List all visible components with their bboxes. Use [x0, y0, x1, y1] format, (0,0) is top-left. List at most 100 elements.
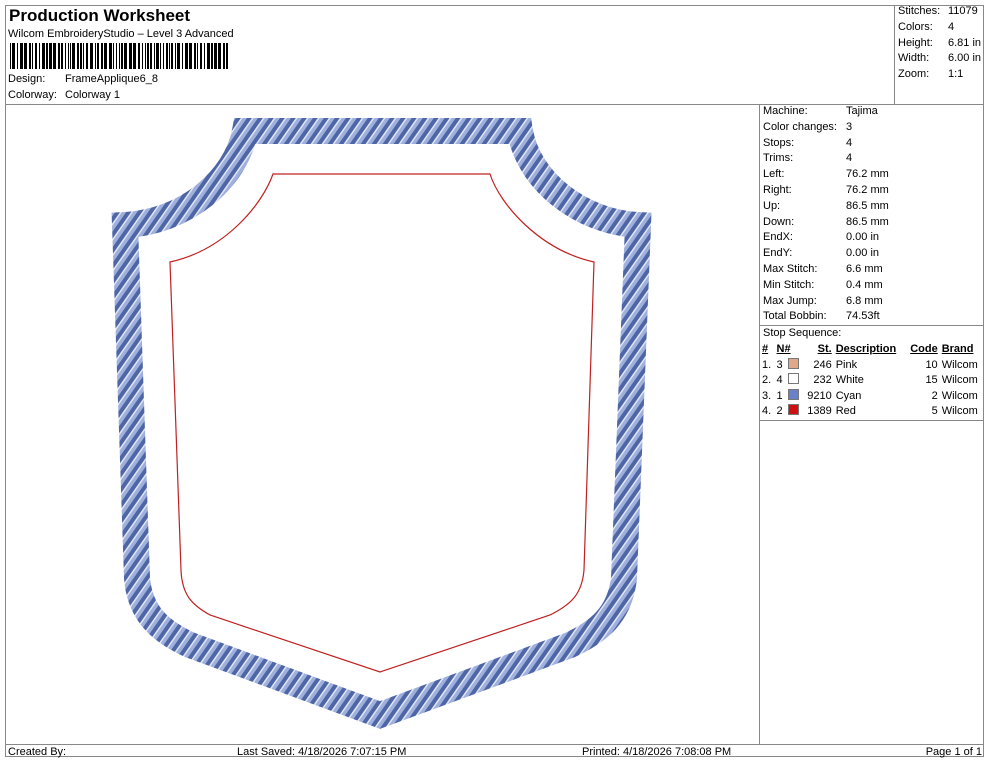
- sequence-number: 2.: [762, 374, 772, 386]
- barcode-bar: [95, 43, 96, 69]
- barcode-bar: [223, 43, 225, 69]
- color-code: 5: [931, 405, 938, 417]
- barcode-bar: [138, 43, 140, 69]
- info-value: 6.00 in: [948, 52, 982, 65]
- info-label: Up:: [763, 199, 781, 212]
- brand: Wilcom: [941, 358, 978, 371]
- divider: [894, 5, 895, 104]
- barcode-bar: [12, 43, 15, 69]
- design-label: Design:: [8, 73, 46, 85]
- info-row: Color changes: 3: [763, 120, 852, 135]
- barcode-bar: [145, 43, 146, 69]
- table-row: 3. 1 9210 Cyan 2 Wilcom: [760, 388, 984, 405]
- barcode-bar: [61, 43, 63, 69]
- needle-number: 4: [776, 374, 783, 386]
- info-row: Down: 86.5 mm: [763, 215, 889, 230]
- info-label: EndY:: [763, 247, 793, 260]
- divider: [759, 104, 760, 744]
- info-value: 0.4 mm: [846, 278, 883, 291]
- color-description: Pink: [835, 358, 858, 371]
- info-value: 86.5 mm: [846, 215, 889, 228]
- barcode-bar: [121, 43, 123, 69]
- info-row: Total Bobbin: 74.53ft: [763, 309, 880, 324]
- sequence-number: 4.: [762, 405, 772, 417]
- printed-date: Printed: 4/18/2026 7:08:08 PM: [582, 746, 732, 758]
- barcode-bar: [160, 43, 161, 69]
- info-row: Width: 6.00 in: [898, 51, 981, 66]
- stop-sequence-label: Stop Sequence:: [763, 327, 842, 339]
- table-row: 1. 3 246 Pink 10 Wilcom: [760, 357, 984, 374]
- info-label: EndX:: [763, 231, 793, 244]
- info-value: 6.8 mm: [846, 294, 883, 307]
- barcode-bar: [175, 43, 176, 69]
- info-value: 3: [846, 120, 853, 133]
- color-description: White: [835, 374, 864, 386]
- info-label: Down:: [763, 215, 795, 228]
- color-swatch: [786, 357, 803, 374]
- color-description: Red: [835, 405, 856, 417]
- info-label: Stitches:: [898, 5, 941, 17]
- colorway-name: Colorway 1: [65, 89, 121, 101]
- barcode-bar: [35, 43, 37, 69]
- software-name: Wilcom EmbroideryStudio – Level 3 Advanc…: [8, 28, 234, 40]
- stitch-count: 1389: [807, 405, 832, 417]
- barcode-bar: [133, 43, 136, 69]
- info-label: Max Jump:: [763, 294, 817, 307]
- table-row: 4. 2 1389 Red 5 Wilcom: [760, 404, 984, 420]
- info-row: Machine: Tajima: [763, 104, 878, 119]
- info-row: Left: 76.2 mm: [763, 167, 889, 182]
- info-value: 86.5 mm: [846, 199, 889, 212]
- satin-border: [111, 118, 652, 729]
- barcode-bar: [39, 43, 40, 69]
- divider: [5, 744, 984, 745]
- barcode-bar: [200, 43, 202, 69]
- info-label: Colors:: [898, 20, 933, 33]
- info-value: 1:1: [948, 68, 964, 81]
- column-header: Description: [835, 343, 897, 355]
- info-value: Tajima: [846, 105, 878, 117]
- needle-number: 1: [776, 389, 783, 402]
- info-label: Width:: [898, 52, 930, 65]
- barcode-bar: [207, 43, 210, 69]
- barcode-bar: [147, 43, 149, 69]
- info-value: 76.2 mm: [846, 184, 889, 196]
- info-label: Left:: [763, 168, 785, 181]
- barcode-bar: [101, 43, 103, 69]
- barcode-bar: [177, 43, 180, 69]
- barcode-bar: [58, 43, 60, 69]
- column-header: #: [762, 343, 769, 355]
- info-row: Stitches: 11079: [898, 4, 978, 19]
- column-header: St.: [817, 343, 832, 355]
- barcode-bar: [17, 43, 18, 69]
- sequence-number: 3.: [762, 389, 772, 402]
- info-row: Max Jump: 6.8 mm: [763, 294, 883, 309]
- divider: [759, 325, 984, 326]
- color-description: Cyan: [835, 389, 862, 402]
- info-row: Max Stitch: 6.6 mm: [763, 262, 883, 277]
- column-header: Brand: [941, 343, 974, 355]
- barcode-bar: [70, 43, 71, 69]
- info-label: Trims:: [763, 152, 794, 165]
- info-row: Zoom: 1:1: [898, 67, 963, 82]
- barcode-bar: [197, 43, 198, 69]
- info-label: Max Stitch:: [763, 263, 818, 275]
- barcode-bar: [218, 43, 221, 69]
- barcode-bar: [156, 43, 159, 69]
- table-row: 2. 4 232 White 15 Wilcom: [760, 373, 984, 389]
- barcode-bar: [171, 43, 173, 69]
- color-code: 15: [925, 374, 938, 386]
- brand: Wilcom: [941, 389, 978, 402]
- info-value: 6.6 mm: [846, 263, 883, 275]
- barcode-bar: [154, 43, 155, 69]
- info-row: Colors: 4: [898, 20, 954, 35]
- brand: Wilcom: [941, 405, 978, 417]
- needle-number: 2: [776, 405, 783, 417]
- info-value: 6.81 in: [948, 36, 982, 49]
- stop-sequence-table: # N# St. Description Code Brand 1. 3 246 Pink 10 Wi…: [760, 342, 984, 420]
- stitch-count: 246: [813, 358, 832, 371]
- barcode-bar: [226, 43, 228, 69]
- barcode-bar: [113, 43, 114, 69]
- barcode-bar: [83, 43, 84, 69]
- info-value: 4: [846, 152, 853, 165]
- info-label: Color changes:: [763, 120, 837, 133]
